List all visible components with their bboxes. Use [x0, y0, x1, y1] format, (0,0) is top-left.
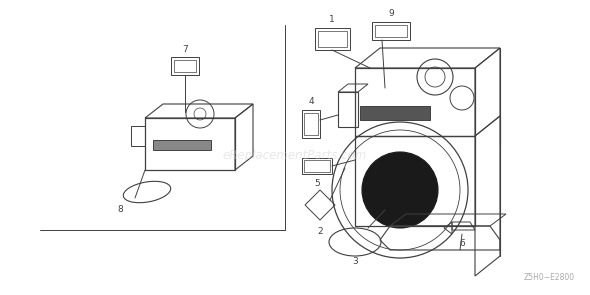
Bar [171, 57, 199, 75]
Text: 4: 4 [308, 98, 314, 106]
Text: 8: 8 [117, 206, 123, 214]
Text: 6: 6 [459, 240, 465, 248]
Bar [318, 31, 347, 47]
Text: 2: 2 [317, 227, 323, 237]
Text: eReplacementParts.com: eReplacementParts.com [223, 148, 367, 161]
Text: 5: 5 [314, 179, 320, 189]
Bar [315, 28, 350, 50]
Bar [304, 113, 318, 135]
Bar [355, 68, 475, 136]
Circle shape [362, 152, 438, 228]
Text: 7: 7 [182, 45, 188, 53]
Bar [302, 158, 332, 174]
Bar [302, 110, 320, 138]
Text: Z5H0−E2800: Z5H0−E2800 [524, 273, 575, 282]
Bar [304, 160, 330, 172]
Bar [338, 92, 358, 127]
Text: 9: 9 [388, 9, 394, 19]
Bar [174, 60, 196, 72]
Bar [145, 118, 235, 170]
Bar [355, 136, 475, 226]
Bar [131, 126, 145, 146]
Bar [372, 22, 410, 40]
Bar [153, 140, 211, 150]
Text: 1: 1 [329, 14, 335, 24]
Bar [360, 106, 430, 120]
Text: 3: 3 [352, 258, 358, 266]
Bar [375, 25, 407, 37]
